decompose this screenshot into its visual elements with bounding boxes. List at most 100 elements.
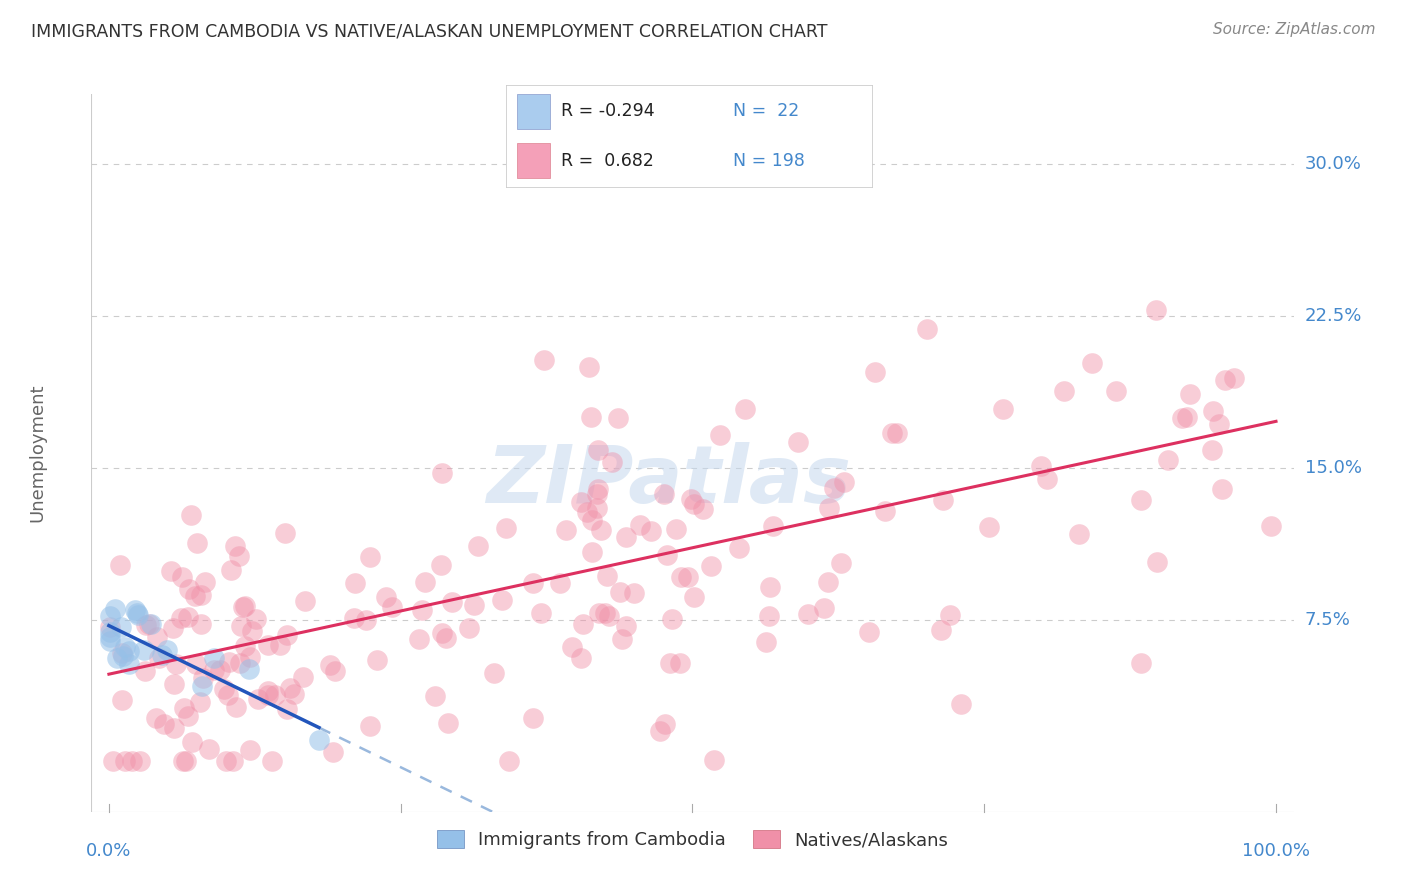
Point [797,607,820,622]
Point [110,558,132,572]
Point [1175,409,1198,424]
Point [222,754,245,768]
Point [699,558,721,573]
Point [208,663,231,677]
Text: Source: ZipAtlas.com: Source: ZipAtlas.com [1212,22,1375,37]
Point [654,716,676,731]
Point [1035,472,1057,486]
Point [1144,303,1167,318]
Point [1157,453,1180,467]
Point [579,410,602,425]
Point [588,606,610,620]
Point [156,643,179,657]
Point [530,607,553,621]
Point [191,679,214,693]
Point [194,574,217,589]
Point [1031,458,1053,473]
Point [375,590,398,604]
Text: R = -0.294: R = -0.294 [561,103,655,120]
Text: 7.5%: 7.5% [1305,610,1351,629]
Point [359,719,381,733]
Point [640,524,662,539]
Point [177,708,200,723]
Point [269,638,291,652]
Point [482,665,505,680]
Point [759,580,782,594]
Point [554,523,576,537]
Point [114,640,136,655]
Point [692,502,714,516]
Point [163,677,186,691]
Point [863,364,886,378]
Point [681,491,703,506]
Point [181,735,204,749]
Point [661,612,683,626]
Point [463,598,485,612]
Text: 30.0%: 30.0% [1305,155,1361,173]
Point [173,701,195,715]
Text: 100.0%: 100.0% [1241,842,1310,860]
Point [858,625,880,640]
Point [177,609,200,624]
Point [623,586,645,600]
Point [1081,356,1104,370]
Point [1202,404,1225,418]
Point [1171,411,1194,425]
Point [886,426,908,441]
Point [607,410,630,425]
Point [232,600,254,615]
Point [343,576,366,591]
Point [325,665,347,679]
Point [104,601,127,615]
Point [932,492,955,507]
Point [832,475,855,489]
Point [873,504,896,518]
Point [257,688,280,702]
Point [381,600,404,615]
Point [366,653,388,667]
Point [586,486,609,500]
Point [669,657,692,671]
Point [533,352,555,367]
Point [146,630,169,644]
Point [915,322,938,336]
Point [148,650,170,665]
Point [170,570,193,584]
Point [135,618,157,632]
Point [139,617,162,632]
Point [929,623,952,637]
Text: IMMIGRANTS FROM CAMBODIA VS NATIVE/ALASKAN UNEMPLOYMENT CORRELATION CHART: IMMIGRANTS FROM CAMBODIA VS NATIVE/ALASK… [31,22,828,40]
Point [413,574,436,589]
Point [682,590,704,604]
Point [495,521,517,535]
Point [100,609,122,624]
Point [423,689,446,703]
Point [683,497,706,511]
Point [596,569,619,583]
Point [665,522,688,536]
Point [233,639,256,653]
Point [291,671,314,685]
Point [245,611,267,625]
Point [172,754,194,768]
Point [98,620,121,634]
Point [111,649,134,664]
Text: N = 198: N = 198 [733,152,804,169]
Point [212,681,235,696]
Point [319,657,342,672]
Point [153,717,176,731]
Point [98,634,121,648]
Point [138,617,160,632]
Point [260,754,283,768]
Point [1213,373,1236,387]
Point [880,425,903,440]
Point [569,651,592,665]
Point [429,558,451,573]
Point [614,530,637,544]
Point [522,711,544,725]
Point [238,662,260,676]
Point [755,635,778,649]
Point [283,688,305,702]
Text: N =  22: N = 22 [733,103,799,120]
Point [190,694,212,708]
